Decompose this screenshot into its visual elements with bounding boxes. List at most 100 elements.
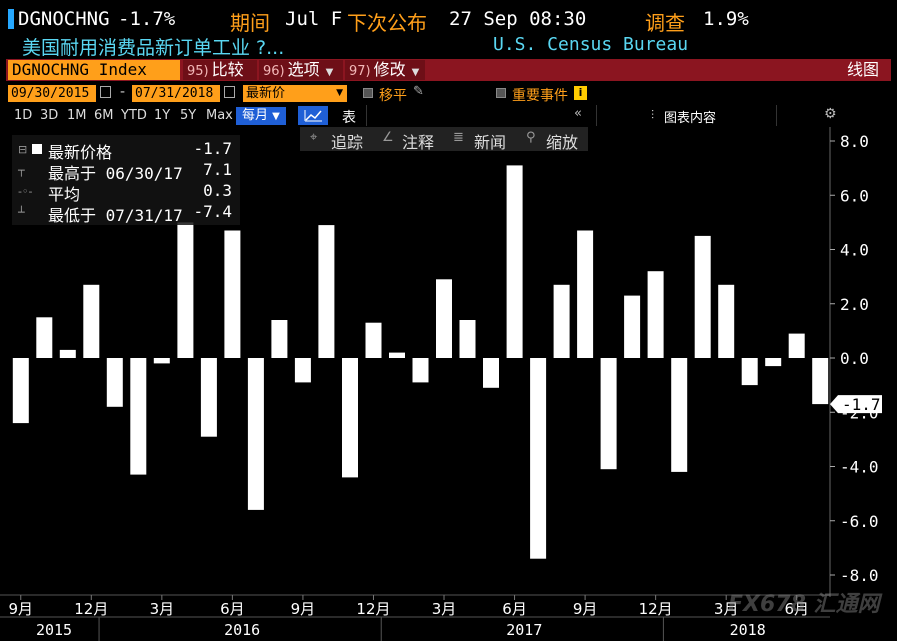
collapse-icon: ⊟ xyxy=(18,143,28,156)
index-field[interactable]: DGNOCHNG Index xyxy=(8,60,180,80)
start-date-input[interactable]: 09/30/2015 xyxy=(8,85,96,102)
legend-low-label: 最低于 07/31/17 xyxy=(48,206,183,225)
bar-2017-05 xyxy=(483,358,499,388)
chart-type-label[interactable]: 线图 xyxy=(846,60,879,79)
bar-2018-06 xyxy=(788,333,805,358)
next-release-value: 27 Sep 08:30 xyxy=(449,8,587,30)
next-release-label: 下次公布 xyxy=(347,11,427,35)
period-1y[interactable]: 1Y xyxy=(154,108,171,123)
y-tick-label: -6.0 xyxy=(840,512,879,531)
period-ytd[interactable]: YTD xyxy=(121,108,147,123)
security-color-bar xyxy=(8,9,14,29)
annotate-icon[interactable]: ∠ xyxy=(382,130,394,145)
divider xyxy=(776,105,777,126)
x-year-label: 2017 xyxy=(506,621,542,639)
pencil-icon[interactable]: ✎ xyxy=(413,84,424,99)
bar-2016-05 xyxy=(200,358,217,437)
news-icon[interactable]: ≣ xyxy=(453,130,464,145)
y-tick-label: 4.0 xyxy=(840,241,869,260)
period-max[interactable]: Max xyxy=(206,108,233,123)
series-swatch xyxy=(32,144,42,154)
options-button[interactable]: 96) 选项 ▼ xyxy=(259,60,343,80)
annotate-button[interactable]: 注释 xyxy=(402,133,435,152)
gear-icon[interactable]: ⚙ xyxy=(824,106,837,122)
bar-2016-07 xyxy=(247,358,264,510)
calendar-icon[interactable] xyxy=(100,86,111,98)
x-month-label: 3月 xyxy=(432,600,457,618)
bar-2018-03 xyxy=(718,284,735,358)
zoom-icon[interactable]: ⚲ xyxy=(526,130,536,145)
crosshair-icon[interactable]: ⌖ xyxy=(310,130,318,145)
y-tick-label: 2.0 xyxy=(840,295,869,314)
bar-2016-09 xyxy=(294,358,311,383)
bar-2017-10 xyxy=(600,358,617,470)
low-marker-icon: ┴ xyxy=(18,206,25,219)
events-checkbox[interactable] xyxy=(496,88,506,98)
zoom-button[interactable]: 缩放 xyxy=(546,133,579,152)
period-3d[interactable]: 3D xyxy=(40,108,59,123)
bar-2015-10 xyxy=(36,317,53,358)
legend-last-row[interactable]: ⊟ 最新价格 -1.7 xyxy=(12,139,240,162)
news-button[interactable]: 新闻 xyxy=(474,133,507,152)
y-tick-label: -4.0 xyxy=(840,458,879,477)
legend-low-row: ┴ 最低于 07/31/17 -7.4 xyxy=(12,202,240,225)
period-label: 期间 xyxy=(230,11,270,35)
bar-2015-09 xyxy=(12,358,29,424)
function-toolbar: DGNOCHNG Index 95) 比较 96) 选项 ▼ 97) 修改 ▼ 线图 xyxy=(6,59,891,81)
x-year-label: 2015 xyxy=(36,621,72,639)
data-source: U.S. Census Bureau xyxy=(493,34,689,55)
period-1d[interactable]: 1D xyxy=(14,108,33,123)
end-date-input[interactable]: 07/31/2018 xyxy=(132,85,220,102)
edit-button[interactable]: 97) 修改 ▼ xyxy=(345,60,425,80)
x-month-label: 3月 xyxy=(714,600,739,618)
collapse-icon[interactable]: « xyxy=(574,106,582,121)
price-field-select[interactable]: 最新价 ▼ xyxy=(243,85,347,102)
bar-chart[interactable]: 8.06.04.02.00.0-2.0-4.0-6.0-8.0-1.79月12月… xyxy=(0,127,897,641)
line-chart-icon xyxy=(304,110,322,122)
table-view-button[interactable]: 表 xyxy=(342,110,356,126)
bar-2016-10 xyxy=(318,225,335,358)
chevron-down-icon: ▼ xyxy=(325,67,334,78)
x-month-label: 6月 xyxy=(784,600,809,618)
last-value-tag-label: -1.7 xyxy=(842,395,881,414)
average-marker-icon: -◦- xyxy=(18,185,33,198)
ticker-label[interactable]: DGNOCHNG xyxy=(18,8,110,30)
period-5y[interactable]: 5Y xyxy=(180,108,197,123)
legend-low-value: -7.4 xyxy=(193,202,232,221)
change-value: -1.7% xyxy=(118,8,176,30)
calendar-icon[interactable] xyxy=(224,86,235,98)
y-tick-label: 6.0 xyxy=(840,186,869,205)
last-value-tag xyxy=(830,395,882,414)
x-year-label: 2018 xyxy=(730,621,766,639)
track-button[interactable]: 追踪 xyxy=(331,133,364,152)
moving-average-checkbox[interactable] xyxy=(363,88,373,98)
bar-2016-08 xyxy=(271,320,288,358)
legend-high-value: 7.1 xyxy=(203,160,232,179)
chart-content-button[interactable]: 图表内容 xyxy=(664,111,717,126)
date-range-row: 09/30/2015 - 07/31/2018 最新价 ▼ 移平 ✎ 重要事件 … xyxy=(6,83,891,104)
x-month-label: 9月 xyxy=(573,600,598,618)
x-month-label: 9月 xyxy=(8,600,33,618)
chevron-down-icon: ▼ xyxy=(336,88,343,98)
security-description-row: 美国耐用消费品新订单工业 ?... U.S. Census Bureau xyxy=(0,33,897,59)
info-icon[interactable]: i xyxy=(574,86,587,100)
bar-2018-02 xyxy=(694,235,711,358)
legend-average-value: 0.3 xyxy=(203,181,232,200)
bar-2016-02 xyxy=(130,358,147,475)
bar-2017-08 xyxy=(553,284,570,358)
bar-2017-09 xyxy=(577,230,594,358)
bar-2015-11 xyxy=(59,349,76,358)
period-6m[interactable]: 6M xyxy=(94,108,114,123)
frequency-select[interactable]: 每月 ▼ xyxy=(236,107,286,125)
period-1m[interactable]: 1M xyxy=(67,108,87,123)
chevron-down-icon: ▼ xyxy=(272,111,280,122)
security-description[interactable]: 美国耐用消费品新订单工业 ?... xyxy=(22,37,285,59)
compare-button[interactable]: 95) 比较 xyxy=(183,60,257,80)
bar-2017-02 xyxy=(412,358,429,383)
line-chart-button[interactable] xyxy=(298,106,328,125)
moving-average-label: 移平 xyxy=(379,88,407,104)
bar-2018-05 xyxy=(765,358,782,367)
high-marker-icon: ┬ xyxy=(18,164,25,177)
bar-2018-07 xyxy=(812,358,829,405)
bar-2015-12 xyxy=(83,284,100,358)
